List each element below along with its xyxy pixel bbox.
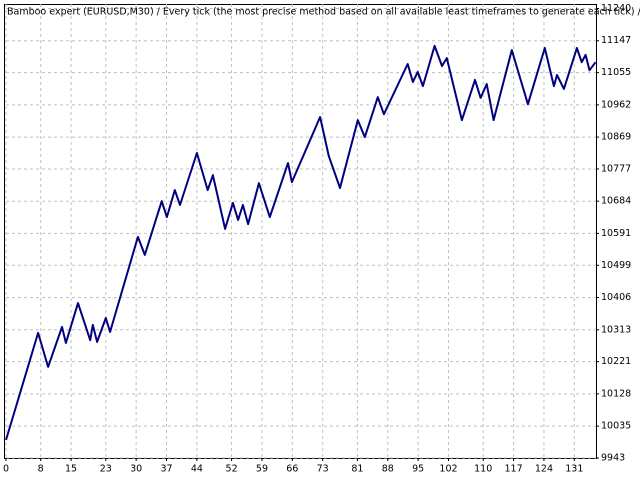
y-tick-label: 10406 bbox=[601, 292, 631, 303]
x-tick-label: 95 bbox=[412, 464, 424, 475]
x-tick-label: 102 bbox=[439, 464, 457, 475]
y-tick-label: 11240 bbox=[601, 3, 631, 14]
plot-frame bbox=[4, 4, 597, 459]
chart-title: Bamboo expert (EURUSD,M30) / Every tick … bbox=[7, 7, 640, 18]
x-tick-label: 44 bbox=[191, 464, 203, 475]
x-tick-label: 23 bbox=[100, 464, 112, 475]
y-tick-label: 10128 bbox=[601, 388, 631, 399]
x-tick-label: 73 bbox=[317, 464, 329, 475]
x-tick-label: 15 bbox=[65, 464, 77, 475]
x-tick-label: 131 bbox=[565, 464, 583, 475]
y-tick-label: 10035 bbox=[601, 421, 631, 432]
x-tick-label: 117 bbox=[505, 464, 523, 475]
x-tick-label: 30 bbox=[130, 464, 142, 475]
x-tick-label: 0 bbox=[3, 464, 9, 475]
y-tick-label: 10684 bbox=[601, 196, 631, 207]
y-tick-label: 9943 bbox=[601, 453, 625, 464]
x-tick-label: 8 bbox=[38, 464, 44, 475]
x-tick-label: 37 bbox=[160, 464, 172, 475]
x-tick-label: 124 bbox=[535, 464, 553, 475]
y-tick-label: 11055 bbox=[601, 67, 631, 78]
y-tick-label: 10591 bbox=[601, 228, 631, 239]
y-tick-label: 10499 bbox=[601, 260, 631, 271]
x-tick-label: 52 bbox=[226, 464, 238, 475]
y-tick-label: 10313 bbox=[601, 324, 631, 335]
x-tick-label: 59 bbox=[256, 464, 268, 475]
x-tick-label: 110 bbox=[474, 464, 492, 475]
y-tick-label: 10962 bbox=[601, 99, 631, 110]
y-tick-label: 10221 bbox=[601, 356, 631, 367]
x-tick-label: 88 bbox=[382, 464, 394, 475]
x-tick-label: 81 bbox=[351, 464, 363, 475]
x-tick-label: 66 bbox=[286, 464, 298, 475]
balance-line bbox=[5, 44, 597, 441]
y-tick-label: 11147 bbox=[601, 35, 631, 46]
y-tick-label: 10777 bbox=[601, 163, 631, 174]
y-tick-label: 10869 bbox=[601, 132, 631, 143]
